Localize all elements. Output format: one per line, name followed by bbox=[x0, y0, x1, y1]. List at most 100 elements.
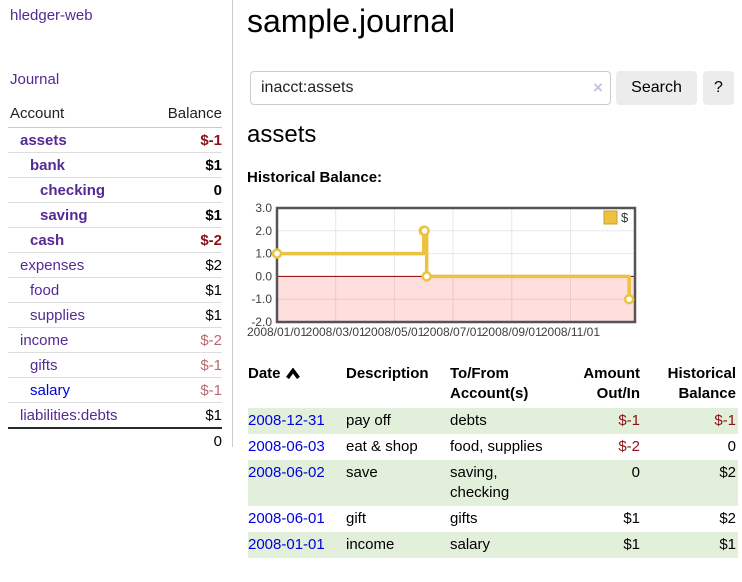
sidebar-account-balance: $1 bbox=[151, 277, 222, 303]
x-axis-tick-label: 2008/01/01 bbox=[247, 325, 307, 339]
sidebar-account-balance: $1 bbox=[151, 152, 222, 178]
account-cell: food bbox=[8, 277, 152, 303]
account-cell: bank bbox=[8, 152, 152, 178]
x-axis-tick-label: 2008/05/01 bbox=[364, 325, 424, 339]
historical-balance-label: Historical Balance: bbox=[247, 169, 383, 186]
brand-link[interactable]: hledger-web bbox=[10, 7, 93, 24]
register-header-date[interactable]: Date bbox=[248, 362, 346, 408]
sidebar-account-balance: $-1 bbox=[151, 377, 222, 403]
account-row: gifts $-1 bbox=[8, 352, 222, 378]
accounts-header-account: Account bbox=[8, 103, 152, 128]
account-cell: saving bbox=[8, 202, 152, 228]
register-date-link[interactable]: 2008-12-31 bbox=[248, 412, 325, 429]
sidebar-account-link-salary[interactable]: salary bbox=[30, 382, 71, 399]
data-point-marker bbox=[623, 293, 635, 305]
help-button[interactable]: ? bbox=[703, 71, 734, 105]
register-table: Date Description To/From Account(s) Amou… bbox=[248, 362, 738, 558]
sidebar-account-link-food[interactable]: food bbox=[30, 282, 60, 299]
register-row: 2008-01-01 income salary $1 $1 bbox=[248, 532, 738, 558]
register-balance: 0 bbox=[727, 438, 736, 455]
clear-search-icon[interactable]: × bbox=[593, 78, 603, 97]
register-description: save bbox=[346, 464, 378, 481]
account-cell: expenses bbox=[8, 252, 152, 278]
register-description: pay off bbox=[346, 412, 391, 429]
register-header-accounts: To/From Account(s) bbox=[450, 365, 529, 402]
data-point-marker bbox=[271, 248, 283, 259]
legend-label: $ bbox=[621, 210, 629, 225]
account-cell: assets bbox=[8, 128, 151, 153]
register-date-link[interactable]: 2008-06-02 bbox=[248, 464, 325, 481]
account-cell: income bbox=[8, 327, 152, 353]
register-accounts: debts bbox=[450, 412, 487, 429]
register-date-cell: 2008-06-02 bbox=[248, 460, 346, 506]
x-axis-tick-label: 2008/09/01 bbox=[482, 325, 542, 339]
register-row: 2008-12-31 pay off debts $-1 $-1 bbox=[248, 408, 738, 434]
y-axis-tick-label: 3.0 bbox=[255, 201, 272, 215]
account-row: food $1 bbox=[8, 277, 222, 303]
accounts-body: assets $-1 bank $1 checking 0 saving $1 cash $-2 e… bbox=[8, 128, 222, 428]
account-row: cash $-2 bbox=[8, 227, 222, 253]
register-header-description: Description bbox=[346, 365, 429, 382]
register-header-date-label: Date bbox=[248, 365, 281, 382]
register-date-cell: 2008-06-03 bbox=[248, 434, 346, 460]
register-accounts: food, supplies bbox=[450, 438, 543, 455]
sidebar-account-link-bank[interactable]: bank bbox=[30, 157, 66, 174]
accounts-total-value: 0 bbox=[151, 427, 222, 454]
sidebar-divider bbox=[232, 0, 233, 447]
register-balance: $2 bbox=[719, 464, 736, 481]
register-balance: $1 bbox=[719, 536, 736, 553]
sidebar-account-link-supplies[interactable]: supplies bbox=[30, 307, 86, 324]
sidebar-account-link-income[interactable]: income bbox=[20, 332, 69, 349]
register-accounts: salary bbox=[450, 536, 491, 553]
register-amount: $-1 bbox=[618, 412, 640, 429]
x-axis-tick-label: 2008/03/01 bbox=[306, 325, 366, 339]
legend-swatch bbox=[603, 210, 618, 225]
register-balance: $2 bbox=[719, 510, 736, 527]
search-input[interactable] bbox=[250, 71, 611, 105]
page-title: sample.journal bbox=[247, 3, 456, 39]
sidebar-item-journal[interactable]: Journal bbox=[10, 71, 60, 88]
accounts-total-row: 0 bbox=[8, 427, 222, 454]
account-row: salary $-1 bbox=[8, 377, 222, 403]
account-row: assets $-1 bbox=[8, 128, 222, 153]
register-amount: $-2 bbox=[618, 438, 640, 455]
register-accounts: gifts bbox=[450, 510, 478, 527]
account-row: expenses $2 bbox=[8, 252, 222, 278]
register-amount: 0 bbox=[631, 464, 640, 481]
sidebar-account-link-cash[interactable]: cash bbox=[30, 232, 65, 249]
sidebar-account-balance: $2 bbox=[151, 252, 222, 278]
negative-region bbox=[277, 276, 635, 322]
sidebar-account-link-assets[interactable]: assets bbox=[20, 132, 67, 149]
sidebar-account-link-liabilities-debts[interactable]: liabilities:debts bbox=[20, 407, 118, 424]
register-date-cell: 2008-01-01 bbox=[248, 532, 346, 558]
y-axis-tick-label: 1.0 bbox=[255, 247, 272, 261]
register-date-link[interactable]: 2008-06-03 bbox=[248, 438, 325, 455]
accounts-table: Account Balance assets $-1 bank $1 checking 0… bbox=[8, 103, 222, 454]
sidebar-account-link-saving[interactable]: saving bbox=[40, 207, 88, 224]
register-date-link[interactable]: 2008-01-01 bbox=[248, 536, 325, 553]
register-amount: $1 bbox=[623, 510, 640, 527]
y-axis-tick-label: -1.0 bbox=[251, 292, 272, 306]
sidebar-account-link-gifts[interactable]: gifts bbox=[30, 357, 58, 374]
account-cell: liabilities:debts bbox=[8, 402, 152, 428]
account-row: checking 0 bbox=[8, 177, 222, 203]
x-axis-tick-label: 2008/11/01 bbox=[541, 325, 600, 339]
sidebar-account-balance: $-1 bbox=[151, 352, 222, 378]
accounts-total-spacer bbox=[8, 427, 152, 454]
register-date-cell: 2008-06-01 bbox=[248, 506, 346, 532]
search-button[interactable]: Search bbox=[616, 71, 697, 105]
sidebar-account-balance: $1 bbox=[151, 402, 222, 428]
y-axis-tick-label: -2.0 bbox=[251, 315, 272, 329]
sidebar-account-link-expenses[interactable]: expenses bbox=[20, 257, 85, 274]
register-date-link[interactable]: 2008-06-01 bbox=[248, 510, 325, 527]
y-axis-tick-label: 0.0 bbox=[255, 269, 272, 283]
register-description: income bbox=[346, 536, 395, 553]
register-header-balance: Historical Balance bbox=[667, 365, 736, 402]
register-header-amount: Amount Out/In bbox=[583, 365, 640, 402]
data-point-marker bbox=[419, 225, 430, 237]
register-row: 2008-06-03 eat & shop food, supplies $-2 0 bbox=[248, 434, 738, 460]
x-axis-tick-label: 2008/07/01 bbox=[423, 325, 483, 339]
sidebar-account-link-checking[interactable]: checking bbox=[40, 182, 106, 199]
account-cell: salary bbox=[8, 377, 152, 403]
